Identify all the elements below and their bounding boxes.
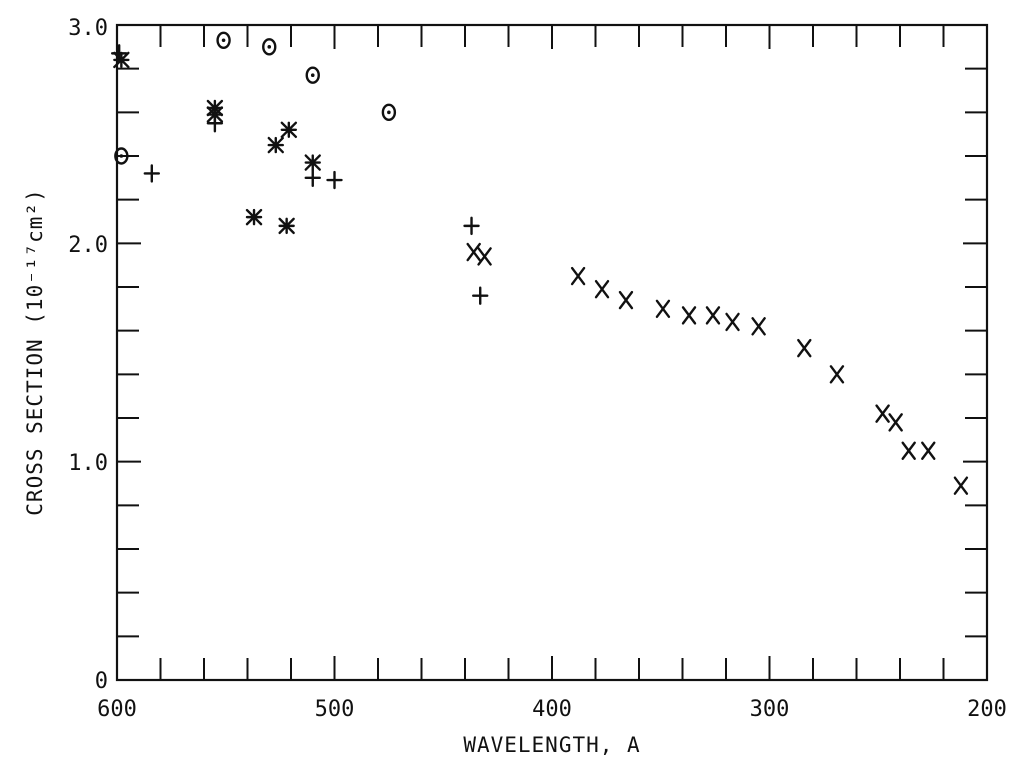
data-point-x [466, 242, 481, 262]
x-tick-label: 400 [532, 697, 572, 722]
data-point-circle-dot [114, 147, 129, 165]
data-point-x [655, 299, 671, 319]
data-markers [110, 31, 969, 495]
data-point-plus [304, 168, 321, 188]
data-point-circle-dot [262, 38, 277, 56]
data-point-asterisk [206, 106, 224, 123]
x-tick-label: 300 [750, 697, 790, 722]
data-point-circle-dot [305, 66, 320, 84]
x-tick-label: 500 [315, 697, 355, 722]
data-point-x [594, 279, 610, 299]
data-point-asterisk [278, 217, 295, 235]
data-point-x [618, 290, 634, 310]
major-ticks [117, 25, 987, 680]
y-axis-label: CROSS SECTION (10⁻¹⁷cm²) [23, 188, 47, 515]
data-point-plus [463, 216, 480, 236]
data-point-x [725, 312, 740, 332]
data-point-x [477, 247, 492, 266]
x-tick-label: 200 [967, 697, 1007, 722]
y-tick-labels: 0 1.0 2.0 3.0 [68, 16, 108, 694]
data-point-asterisk [245, 208, 263, 226]
data-point-plus [326, 170, 343, 190]
minor-ticks [117, 25, 987, 680]
data-point-x [751, 317, 766, 336]
data-point-x [875, 404, 890, 423]
data-point-circle-dot [381, 103, 397, 122]
data-point-circle-dot [216, 31, 231, 49]
data-point-asterisk [280, 121, 298, 139]
data-point-asterisk [304, 154, 321, 171]
x-tick-labels: 600 500 400 300 200 [97, 697, 1007, 722]
data-point-x [705, 306, 721, 325]
data-point-asterisk [267, 136, 284, 154]
data-point-x [570, 266, 586, 286]
data-point-x [953, 476, 969, 495]
data-point-x [681, 306, 697, 325]
plot-frame [115, 23, 989, 682]
data-point-x [829, 365, 845, 384]
data-point-plus [472, 286, 489, 305]
x-tick-label: 600 [97, 697, 137, 722]
x-axis-label: WAVELENGTH, A [463, 733, 640, 757]
y-tick-label: 2.0 [68, 233, 108, 258]
data-point-plus [143, 164, 161, 183]
data-point-x [921, 441, 936, 460]
y-tick-label: 0 [95, 669, 108, 694]
data-point-x [901, 441, 916, 460]
y-tick-label: 3.0 [68, 16, 108, 41]
data-point-x [888, 413, 903, 432]
y-tick-label: 1.0 [68, 451, 108, 476]
data-point-asterisk [113, 51, 130, 69]
data-point-x [797, 338, 812, 358]
